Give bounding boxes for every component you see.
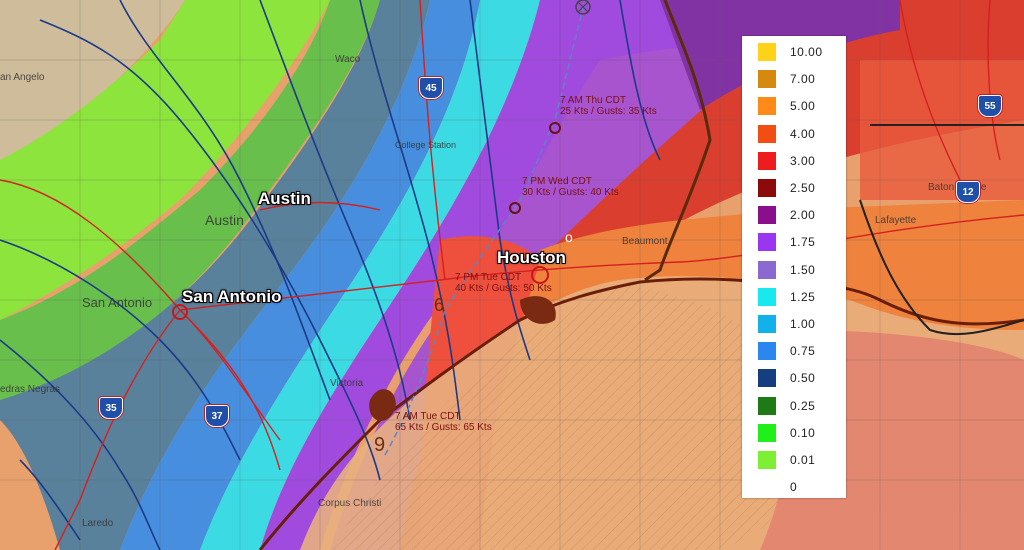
legend-swatch <box>758 315 776 333</box>
legend-swatch <box>758 179 776 197</box>
legend-value: 1.50 <box>790 262 816 277</box>
highway-shield: 12 <box>956 181 980 203</box>
town-label: edras Negras <box>0 384 61 395</box>
legend-value: 7.00 <box>790 72 816 87</box>
highway-shield: 37 <box>205 405 229 427</box>
legend-value: 10.00 <box>790 45 823 59</box>
legend-value: 0 <box>790 480 798 495</box>
storm-symbol: 6 <box>434 295 445 315</box>
legend-value: 2.50 <box>790 181 816 195</box>
storm-point-4 <box>549 122 561 134</box>
legend-swatch <box>758 342 776 361</box>
town-label: Beaumont <box>622 236 668 247</box>
legend-value: 1.75 <box>790 235 816 250</box>
storm-time: 7 PM Wed CDT <box>522 176 592 187</box>
highway-shield: 55 <box>978 95 1002 117</box>
city-label-austin: Austin <box>258 189 311 208</box>
legend-item: 10.00 <box>758 41 823 63</box>
san-antonio-dot <box>172 304 188 320</box>
legend-swatch <box>758 396 776 415</box>
legend-swatch <box>758 451 776 469</box>
legend-swatch <box>758 70 776 89</box>
city-label-houston: Houston <box>497 248 566 267</box>
town-label: Waco <box>335 54 361 65</box>
rainfall-legend: 10.00 7.00 5.00 4.00 3.00 2.50 2.00 1.75 1.50 1.2… <box>742 36 846 498</box>
storm-point-top <box>575 0 591 15</box>
legend-item: 0 <box>758 476 797 498</box>
legend-item: 0.25 <box>758 395 815 417</box>
storm-symbol: o <box>565 229 573 245</box>
legend-value: 4.00 <box>790 126 816 141</box>
legend-swatch <box>758 260 776 279</box>
town-label: San Antonio <box>82 295 153 310</box>
storm-time: 7 AM Thu CDT <box>560 95 626 106</box>
legend-item: 2.50 <box>758 177 815 199</box>
legend-swatch <box>758 233 776 252</box>
legend-value: 0.75 <box>790 344 816 359</box>
coastline <box>258 277 1024 550</box>
legend-item: 1.50 <box>758 259 815 281</box>
town-label: Lafayette <box>875 215 917 226</box>
legend-swatch <box>758 369 776 388</box>
legend-swatch <box>758 43 776 61</box>
legend-value: 3.00 <box>790 153 816 168</box>
legend-value: 5.00 <box>790 99 816 114</box>
town-label: Corpus Christi <box>318 498 382 509</box>
rivers <box>0 0 661 550</box>
legend-value: 0.01 <box>790 453 816 467</box>
legend-swatch <box>758 151 776 170</box>
legend-swatch <box>758 423 776 442</box>
legend-item: 2.00 <box>758 204 815 226</box>
legend-item: 1.75 <box>758 231 815 253</box>
legend-item: 7.00 <box>758 68 815 90</box>
storm-point-3 <box>509 202 521 214</box>
cone-hatch <box>330 285 804 550</box>
storm-winds: 30 Kts / Gusts: 40 Kts <box>522 187 619 198</box>
state-border <box>644 0 712 282</box>
highway-shield: 35 <box>99 397 123 419</box>
legend-swatch <box>758 206 776 225</box>
legend-value: 1.00 <box>790 317 816 331</box>
legend-item: 1.00 <box>758 313 815 335</box>
storm-time: 7 AM Tue CDT <box>395 411 461 422</box>
storm-label-1: 7 AM Tue CDT 65 Kts / Gusts: 65 Kts <box>395 411 492 433</box>
legend-swatch <box>758 124 776 143</box>
storm-label-3: 7 PM Wed CDT 30 Kts / Gusts: 40 Kts <box>522 176 619 198</box>
legend-swatch <box>758 97 776 116</box>
houston-dot <box>531 266 549 284</box>
legend-item: 0.10 <box>758 422 815 444</box>
legend-item: 0.75 <box>758 340 815 362</box>
legend-item: 0.01 <box>758 449 815 471</box>
city-label-san-antonio: San Antonio <box>182 287 282 306</box>
legend-item: 3.00 <box>758 150 815 172</box>
legend-value: 2.00 <box>790 208 816 223</box>
storm-symbol: 9 <box>374 434 386 456</box>
legend-value: 0.25 <box>790 398 816 413</box>
legend-value: 0.10 <box>790 425 816 440</box>
storm-winds: 25 Kts / Gusts: 35 Kts <box>560 106 657 117</box>
storm-label-4: 7 AM Thu CDT 25 Kts / Gusts: 35 Kts <box>560 95 657 117</box>
legend-item: 0.50 <box>758 367 815 389</box>
legend-swatch <box>758 287 776 306</box>
town-label: Victoria <box>330 378 364 389</box>
highway-shield: 45 <box>419 77 443 99</box>
legend-value: 0.50 <box>790 371 816 386</box>
legend-item: 4.00 <box>758 123 815 145</box>
storm-winds: 40 Kts / Gusts: 50 Kts <box>455 283 552 294</box>
storm-time: 7 PM Tue CDT <box>455 272 522 283</box>
town-label: College Station <box>395 140 457 150</box>
legend-item: 5.00 <box>758 95 815 117</box>
storm-label-2: 7 PM Tue CDT 40 Kts / Gusts: 50 Kts <box>455 272 552 294</box>
storm-winds: 65 Kts / Gusts: 65 Kts <box>395 422 492 433</box>
town-label: Austin <box>205 212 244 228</box>
legend-value: 1.25 <box>790 289 816 304</box>
town-label: an Angelo <box>0 72 45 83</box>
town-label: Laredo <box>82 518 114 529</box>
legend-item: 1.25 <box>758 286 815 308</box>
